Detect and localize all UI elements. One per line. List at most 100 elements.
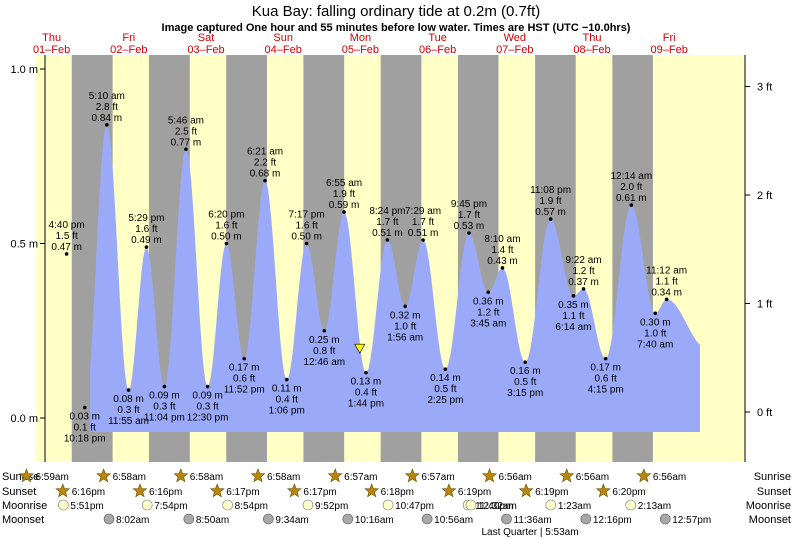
extremum-m-label: 0.09 m — [149, 391, 180, 402]
extremum-point — [284, 377, 289, 382]
extremum-m-label: 0.17 m — [590, 363, 621, 374]
sun-star-icon — [327, 468, 343, 483]
extremum-time-label: 3:15 pm — [507, 388, 543, 399]
extremum-m-label: 0.47 m — [51, 242, 82, 253]
sun-star-icon — [96, 468, 112, 483]
day-name-label: Thu — [583, 32, 602, 44]
sun-star-icon — [441, 483, 457, 498]
extremum-m-label: 0.61 m — [616, 193, 647, 204]
extremum-m-label: 0.51 m — [372, 228, 403, 239]
extremum-time-label: 12:46 am — [303, 357, 345, 368]
extremum-m-label: 0.09 m — [192, 391, 223, 402]
sunrise-time: 6:58am — [190, 472, 223, 483]
extremum-ft-label: 0.6 ft — [595, 374, 617, 385]
sun-star-icon — [636, 468, 652, 483]
daylight-band — [35, 55, 72, 462]
day-name-label: Mon — [350, 32, 371, 44]
extremum-point — [224, 241, 229, 246]
sun-star-icon — [559, 468, 575, 483]
extremum-point — [467, 231, 471, 235]
extremum-ft-label: 1.4 ft — [491, 245, 513, 256]
extremum-point — [242, 356, 246, 361]
extremum-time-label: 12:14 am — [610, 171, 652, 182]
moonset-icon — [263, 513, 274, 525]
extremum-ft-label: 1.2 ft — [572, 266, 594, 277]
moonrise-time: 11:40pm — [475, 501, 513, 512]
extremum-time-label: 10:18 pm — [64, 434, 106, 445]
extremum-point — [664, 297, 669, 302]
moonrise-time: 1:23am — [558, 501, 591, 512]
sunset-time: 6:19pm — [458, 487, 491, 498]
extremum-m-label: 0.50 m — [211, 232, 242, 243]
sunrise-time: 6:57am — [421, 472, 454, 483]
sun-star-icon — [173, 468, 189, 483]
extremum-ft-label: 1.7 ft — [412, 217, 434, 228]
extremum-m-label: 0.34 m — [651, 287, 682, 298]
moonset-icon — [659, 513, 671, 525]
extremum-point — [184, 147, 188, 152]
extremum-point — [653, 311, 658, 316]
chart-subtitle: Image captured One hour and 55 minutes b… — [162, 22, 631, 34]
extremum-point — [82, 405, 87, 410]
extremum-point — [385, 238, 390, 242]
extremum-m-label: 0.13 m — [351, 377, 382, 388]
sun-star-icon — [209, 483, 225, 498]
sunset-time: 6:19pm — [535, 487, 568, 498]
sunrise-time: 6:59am — [35, 472, 68, 483]
extremum-time-label: 6:20 pm — [208, 210, 244, 221]
day-date-label: 02–Feb — [110, 44, 147, 56]
sunset-time: 6:16pm — [149, 487, 182, 498]
moonrise-icon — [625, 499, 637, 511]
current-tide-marker — [354, 343, 366, 354]
extremum-ft-label: 0.3 ft — [196, 402, 218, 413]
moonset-time: 10:16am — [355, 515, 394, 526]
extremum-time-label: 2:25 pm — [427, 395, 463, 406]
extremum-point — [581, 287, 586, 291]
extremum-ft-label: 1.1 ft — [562, 311, 584, 322]
extremum-m-label: 0.57 m — [535, 207, 566, 218]
extremum-point — [603, 356, 608, 361]
extremum-point — [500, 266, 505, 270]
moonrise-icon — [545, 499, 557, 511]
day-name-label: Sun — [273, 32, 293, 44]
moonrise-time: 10:47pm — [395, 501, 434, 512]
axes: 0.0 m 0.5 m 1.0 m 0 ft 1 ft 2 ft 3 ft — [10, 55, 772, 462]
extremum-time-label: 7:29 am — [405, 206, 441, 217]
chart-title: Kua Bay: falling ordinary tide at 0.2m (… — [252, 3, 540, 20]
day-date-label: 04–Feb — [265, 44, 302, 56]
extremum-time-label: 5:29 pm — [128, 213, 164, 224]
extremum-time-label: 6:55 am — [326, 178, 362, 189]
extremum-point — [571, 294, 576, 298]
extremum-m-label: 0.53 m — [454, 221, 485, 232]
day-date-label: 01–Feb — [33, 44, 70, 56]
sunrise-time: 6:57am — [344, 472, 377, 483]
moonset-time: 8:02am — [116, 515, 149, 526]
day-date-label: 05–Feb — [342, 44, 379, 56]
extremum-ft-label: 0.5 ft — [514, 377, 536, 388]
moonset-time: 9:34am — [275, 515, 308, 526]
left-axis-tick-label: 0.0 m — [10, 413, 38, 425]
sunset-time: 6:17pm — [226, 487, 259, 498]
moonset-icon — [421, 513, 433, 525]
right-axis-tick-label: 3 ft — [757, 82, 772, 94]
extremum-ft-label: 1.7 ft — [376, 217, 398, 228]
moonset-icon — [183, 513, 195, 525]
extremum-point — [64, 252, 69, 256]
sunset-time: 6:20pm — [612, 487, 645, 498]
extremum-ft-label: 0.6 ft — [233, 374, 255, 385]
extremum-time-label: 11:52 pm — [224, 385, 265, 396]
extremum-time-label: 4:40 pm — [49, 220, 85, 231]
moonrise-time: 8:54pm — [235, 501, 268, 512]
sunset-time: 6:17pm — [303, 487, 336, 498]
extremum-point — [304, 241, 309, 246]
moonrise-time: 12:32am — [478, 501, 517, 512]
extremum-m-label: 0.14 m — [430, 373, 461, 384]
extremum-m-label: 0.59 m — [329, 200, 360, 211]
extremum-m-label: 0.32 m — [390, 310, 421, 321]
extremum-m-label: 0.03 m — [69, 412, 100, 423]
extremum-ft-label: 1.6 ft — [295, 221, 317, 232]
day-name-label: Wed — [504, 32, 526, 44]
extremum-ft-label: 1.9 ft — [539, 196, 561, 207]
moonrise-time: 9:52pm — [315, 501, 348, 512]
